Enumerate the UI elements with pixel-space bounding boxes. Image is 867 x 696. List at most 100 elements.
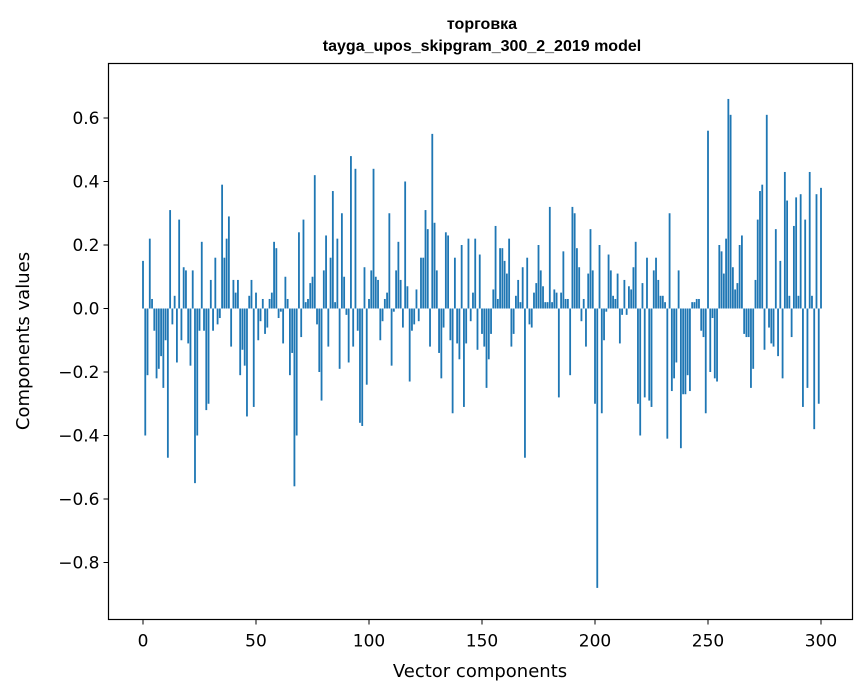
bar-212 <box>621 308 624 315</box>
bar-205 <box>605 308 608 312</box>
bar-27 <box>203 308 205 331</box>
bar-23 <box>194 308 196 484</box>
bar-145 <box>469 308 472 322</box>
bar-186 <box>562 251 565 309</box>
bar-91 <box>347 308 350 363</box>
bar-204 <box>603 308 605 341</box>
bar-295 <box>808 171 811 309</box>
bar-76 <box>313 175 316 309</box>
bar-163 <box>510 308 513 347</box>
bar-178 <box>544 302 547 309</box>
bar-122 <box>417 308 420 322</box>
bar-180 <box>548 206 551 309</box>
bar-72 <box>304 302 307 309</box>
bar-86 <box>336 238 339 309</box>
bar-162 <box>508 238 511 309</box>
bar-5 <box>153 308 156 331</box>
bar-80 <box>322 270 325 309</box>
bar-286 <box>788 295 791 309</box>
bar-96 <box>359 308 361 423</box>
bar-234 <box>670 308 673 392</box>
bar-171 <box>528 308 531 325</box>
bar-89 <box>343 276 346 309</box>
bar-217 <box>632 267 635 309</box>
bar-134 <box>444 232 447 309</box>
bar-154 <box>490 308 492 334</box>
bar-243 <box>691 302 694 309</box>
bar-46 <box>246 308 248 417</box>
bar-58 <box>273 241 275 309</box>
bar-283 <box>781 308 784 379</box>
bar-264 <box>738 245 741 309</box>
bar-292 <box>802 308 804 407</box>
bar-267 <box>745 308 748 338</box>
bar-127 <box>429 308 431 347</box>
bar-220 <box>639 308 642 436</box>
bar-260 <box>729 114 732 309</box>
bar-85 <box>334 302 337 309</box>
bar-30 <box>209 279 212 309</box>
bar-170 <box>526 257 529 309</box>
bar-236 <box>675 308 678 363</box>
bar-104 <box>377 279 379 309</box>
bar-139 <box>456 308 459 344</box>
chart-subtitle: tayga_upos_skipgram_300_2_2019 model <box>323 38 641 55</box>
bar-281 <box>777 308 779 357</box>
bar-230 <box>661 295 664 309</box>
x-tick-label: 100 <box>353 632 385 652</box>
bar-121 <box>415 289 418 309</box>
bar-120 <box>413 308 416 325</box>
chart-title: торговка <box>447 16 517 33</box>
bar-160 <box>503 260 506 309</box>
bar-278 <box>770 308 773 344</box>
bar-70 <box>300 308 303 338</box>
x-tick-label: 200 <box>579 632 611 652</box>
bar-49 <box>252 308 255 407</box>
bar-119 <box>411 308 413 331</box>
bar-78 <box>318 308 321 372</box>
bar-174 <box>535 283 538 309</box>
bar-43 <box>239 308 242 376</box>
bar-184 <box>557 308 560 398</box>
bar-52 <box>259 308 262 322</box>
bar-148 <box>476 308 479 350</box>
bar-211 <box>618 308 621 344</box>
bar-261 <box>731 267 734 309</box>
bar-106 <box>381 308 384 322</box>
bar-269 <box>750 308 752 388</box>
bar-117 <box>406 286 409 309</box>
x-tick-label: 300 <box>805 632 837 652</box>
bar-188 <box>566 298 569 309</box>
bar-280 <box>774 229 777 309</box>
bar-288 <box>792 225 795 309</box>
bar-68 <box>295 308 298 436</box>
bar-172 <box>530 308 533 328</box>
bar-276 <box>765 114 768 309</box>
bar-95 <box>356 308 359 331</box>
bar-39 <box>230 308 233 347</box>
bar-109 <box>388 213 391 309</box>
bar-113 <box>397 241 400 309</box>
bar-156 <box>494 225 497 309</box>
bar-258 <box>725 238 727 309</box>
bar-270 <box>752 308 755 369</box>
bar-129 <box>433 222 436 309</box>
y-tick-label: 0.2 <box>72 236 99 256</box>
bar-4 <box>151 298 153 309</box>
bar-17 <box>180 308 183 341</box>
bar-238 <box>679 308 682 449</box>
bar-103 <box>374 276 377 309</box>
bar-218 <box>634 241 637 309</box>
bar-228 <box>657 279 660 309</box>
bar-140 <box>458 308 461 360</box>
bar-291 <box>799 194 802 309</box>
bar-53 <box>261 298 264 309</box>
bar-282 <box>779 260 782 309</box>
bar-22 <box>191 270 194 309</box>
bar-69 <box>298 232 300 309</box>
bar-12 <box>169 210 172 309</box>
bar-62 <box>282 308 285 344</box>
x-tick-label: 50 <box>245 632 267 652</box>
bar-37 <box>225 238 228 309</box>
bar-296 <box>811 295 813 309</box>
